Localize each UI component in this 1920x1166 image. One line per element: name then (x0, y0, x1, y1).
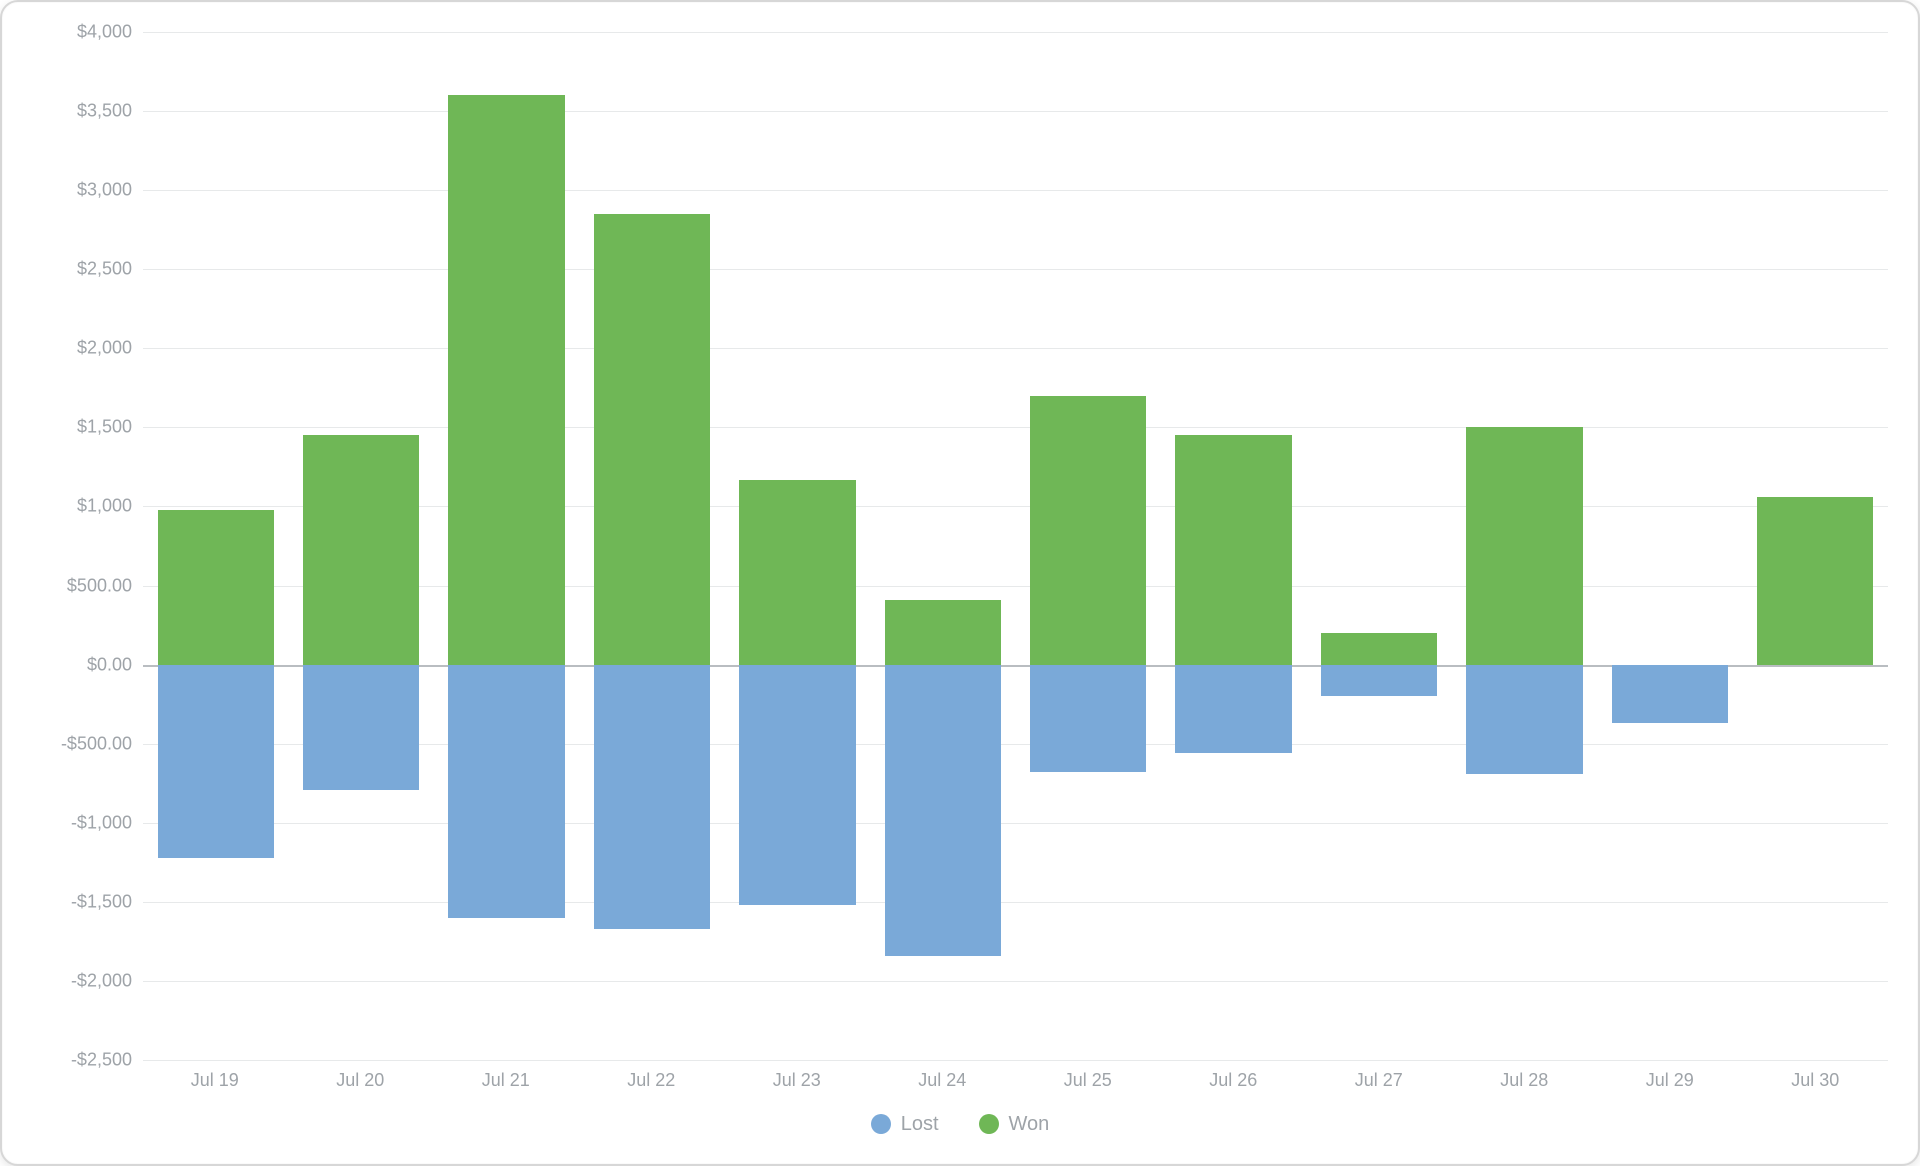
bar-group (1306, 32, 1451, 1060)
bar-won[interactable] (1321, 633, 1437, 665)
bar-group (1016, 32, 1161, 1060)
legend-item-won[interactable]: Won (979, 1113, 1050, 1136)
bar-lost[interactable] (594, 665, 710, 929)
y-axis: $4,000$3,500$3,000$2,500$2,000$1,500$1,0… (32, 32, 142, 1060)
y-tick-label: $500.00 (67, 575, 132, 596)
bar-group (143, 32, 288, 1060)
plot-area (142, 32, 1888, 1060)
bar-won[interactable] (739, 480, 855, 665)
bar-group (725, 32, 870, 1060)
x-tick-label: Jul 22 (627, 1070, 675, 1091)
bar-lost[interactable] (448, 665, 564, 918)
x-tick-label: Jul 27 (1355, 1070, 1403, 1091)
bar-won[interactable] (1030, 396, 1146, 665)
x-tick-label: Jul 20 (336, 1070, 384, 1091)
y-tick-label: $3,000 (77, 180, 132, 201)
bar-group (434, 32, 579, 1060)
y-tick-label: -$2,000 (71, 970, 132, 991)
legend-swatch-icon (979, 1114, 999, 1134)
y-tick-label: $1,000 (77, 496, 132, 517)
legend: Lost Won (32, 1104, 1888, 1144)
legend-label: Won (1009, 1113, 1050, 1136)
bar-lost[interactable] (1030, 665, 1146, 773)
bar-lost[interactable] (303, 665, 419, 790)
y-tick-label: $1,500 (77, 417, 132, 438)
bar-group (1743, 32, 1888, 1060)
bar-lost[interactable] (1612, 665, 1728, 724)
chart-card: $4,000 $3,500 $3,000 $2,500 $2,000 $1,500 $1,0… (0, 0, 1920, 1166)
legend-label: Lost (901, 1113, 939, 1136)
legend-swatch-icon (871, 1114, 891, 1134)
x-tick-label: Jul 26 (1209, 1070, 1257, 1091)
y-tick-label: -$2,500 (71, 1050, 132, 1071)
bar-group (1452, 32, 1597, 1060)
bar-group (1597, 32, 1742, 1060)
bar-lost[interactable] (1466, 665, 1582, 774)
bar-won[interactable] (303, 435, 419, 664)
bar-group (1161, 32, 1306, 1060)
x-tick-label: Jul 25 (1064, 1070, 1112, 1091)
y-tick-label: $2,000 (77, 338, 132, 359)
x-tick-label: Jul 23 (773, 1070, 821, 1091)
y-tick-label: -$1,500 (71, 891, 132, 912)
x-axis: Jul 19 Jul 20 Jul 21 Jul 22 Jul 23 Jul 24 Jul … (142, 1060, 1888, 1104)
y-tick-label: $0.00 (87, 654, 132, 675)
bar-won[interactable] (594, 214, 710, 665)
x-tick-label: Jul 28 (1500, 1070, 1548, 1091)
plot-row: $4,000$3,500$3,000$2,500$2,000$1,500$1,0… (32, 32, 1888, 1060)
bar-lost[interactable] (1321, 665, 1437, 697)
y-tick-label: $4,000 (77, 22, 132, 43)
bar-won[interactable] (1175, 435, 1291, 664)
bar-won[interactable] (885, 600, 1001, 665)
x-tick-label: Jul 29 (1646, 1070, 1694, 1091)
x-tick-label: Jul 19 (191, 1070, 239, 1091)
bar-won[interactable] (158, 510, 274, 665)
bar-lost[interactable] (158, 665, 274, 858)
y-tick-label: -$1,000 (71, 812, 132, 833)
bar-won[interactable] (448, 95, 564, 664)
bar-won[interactable] (1757, 497, 1873, 665)
chart-area: $4,000$3,500$3,000$2,500$2,000$1,500$1,0… (32, 32, 1888, 1144)
y-tick-label: -$500.00 (61, 733, 132, 754)
bar-lost[interactable] (885, 665, 1001, 956)
y-tick-label: $3,500 (77, 101, 132, 122)
x-tick-label: Jul 30 (1791, 1070, 1839, 1091)
x-tick-label: Jul 21 (482, 1070, 530, 1091)
x-axis-row: Jul 19 Jul 20 Jul 21 Jul 22 Jul 23 Jul 24 Jul … (32, 1060, 1888, 1104)
y-tick-label: $2,500 (77, 259, 132, 280)
bar-lost[interactable] (739, 665, 855, 905)
bar-group (579, 32, 724, 1060)
bar-won[interactable] (1466, 427, 1582, 664)
bar-group (870, 32, 1015, 1060)
legend-item-lost[interactable]: Lost (871, 1113, 939, 1136)
bar-lost[interactable] (1175, 665, 1291, 754)
bar-group (288, 32, 433, 1060)
x-tick-label: Jul 24 (918, 1070, 966, 1091)
